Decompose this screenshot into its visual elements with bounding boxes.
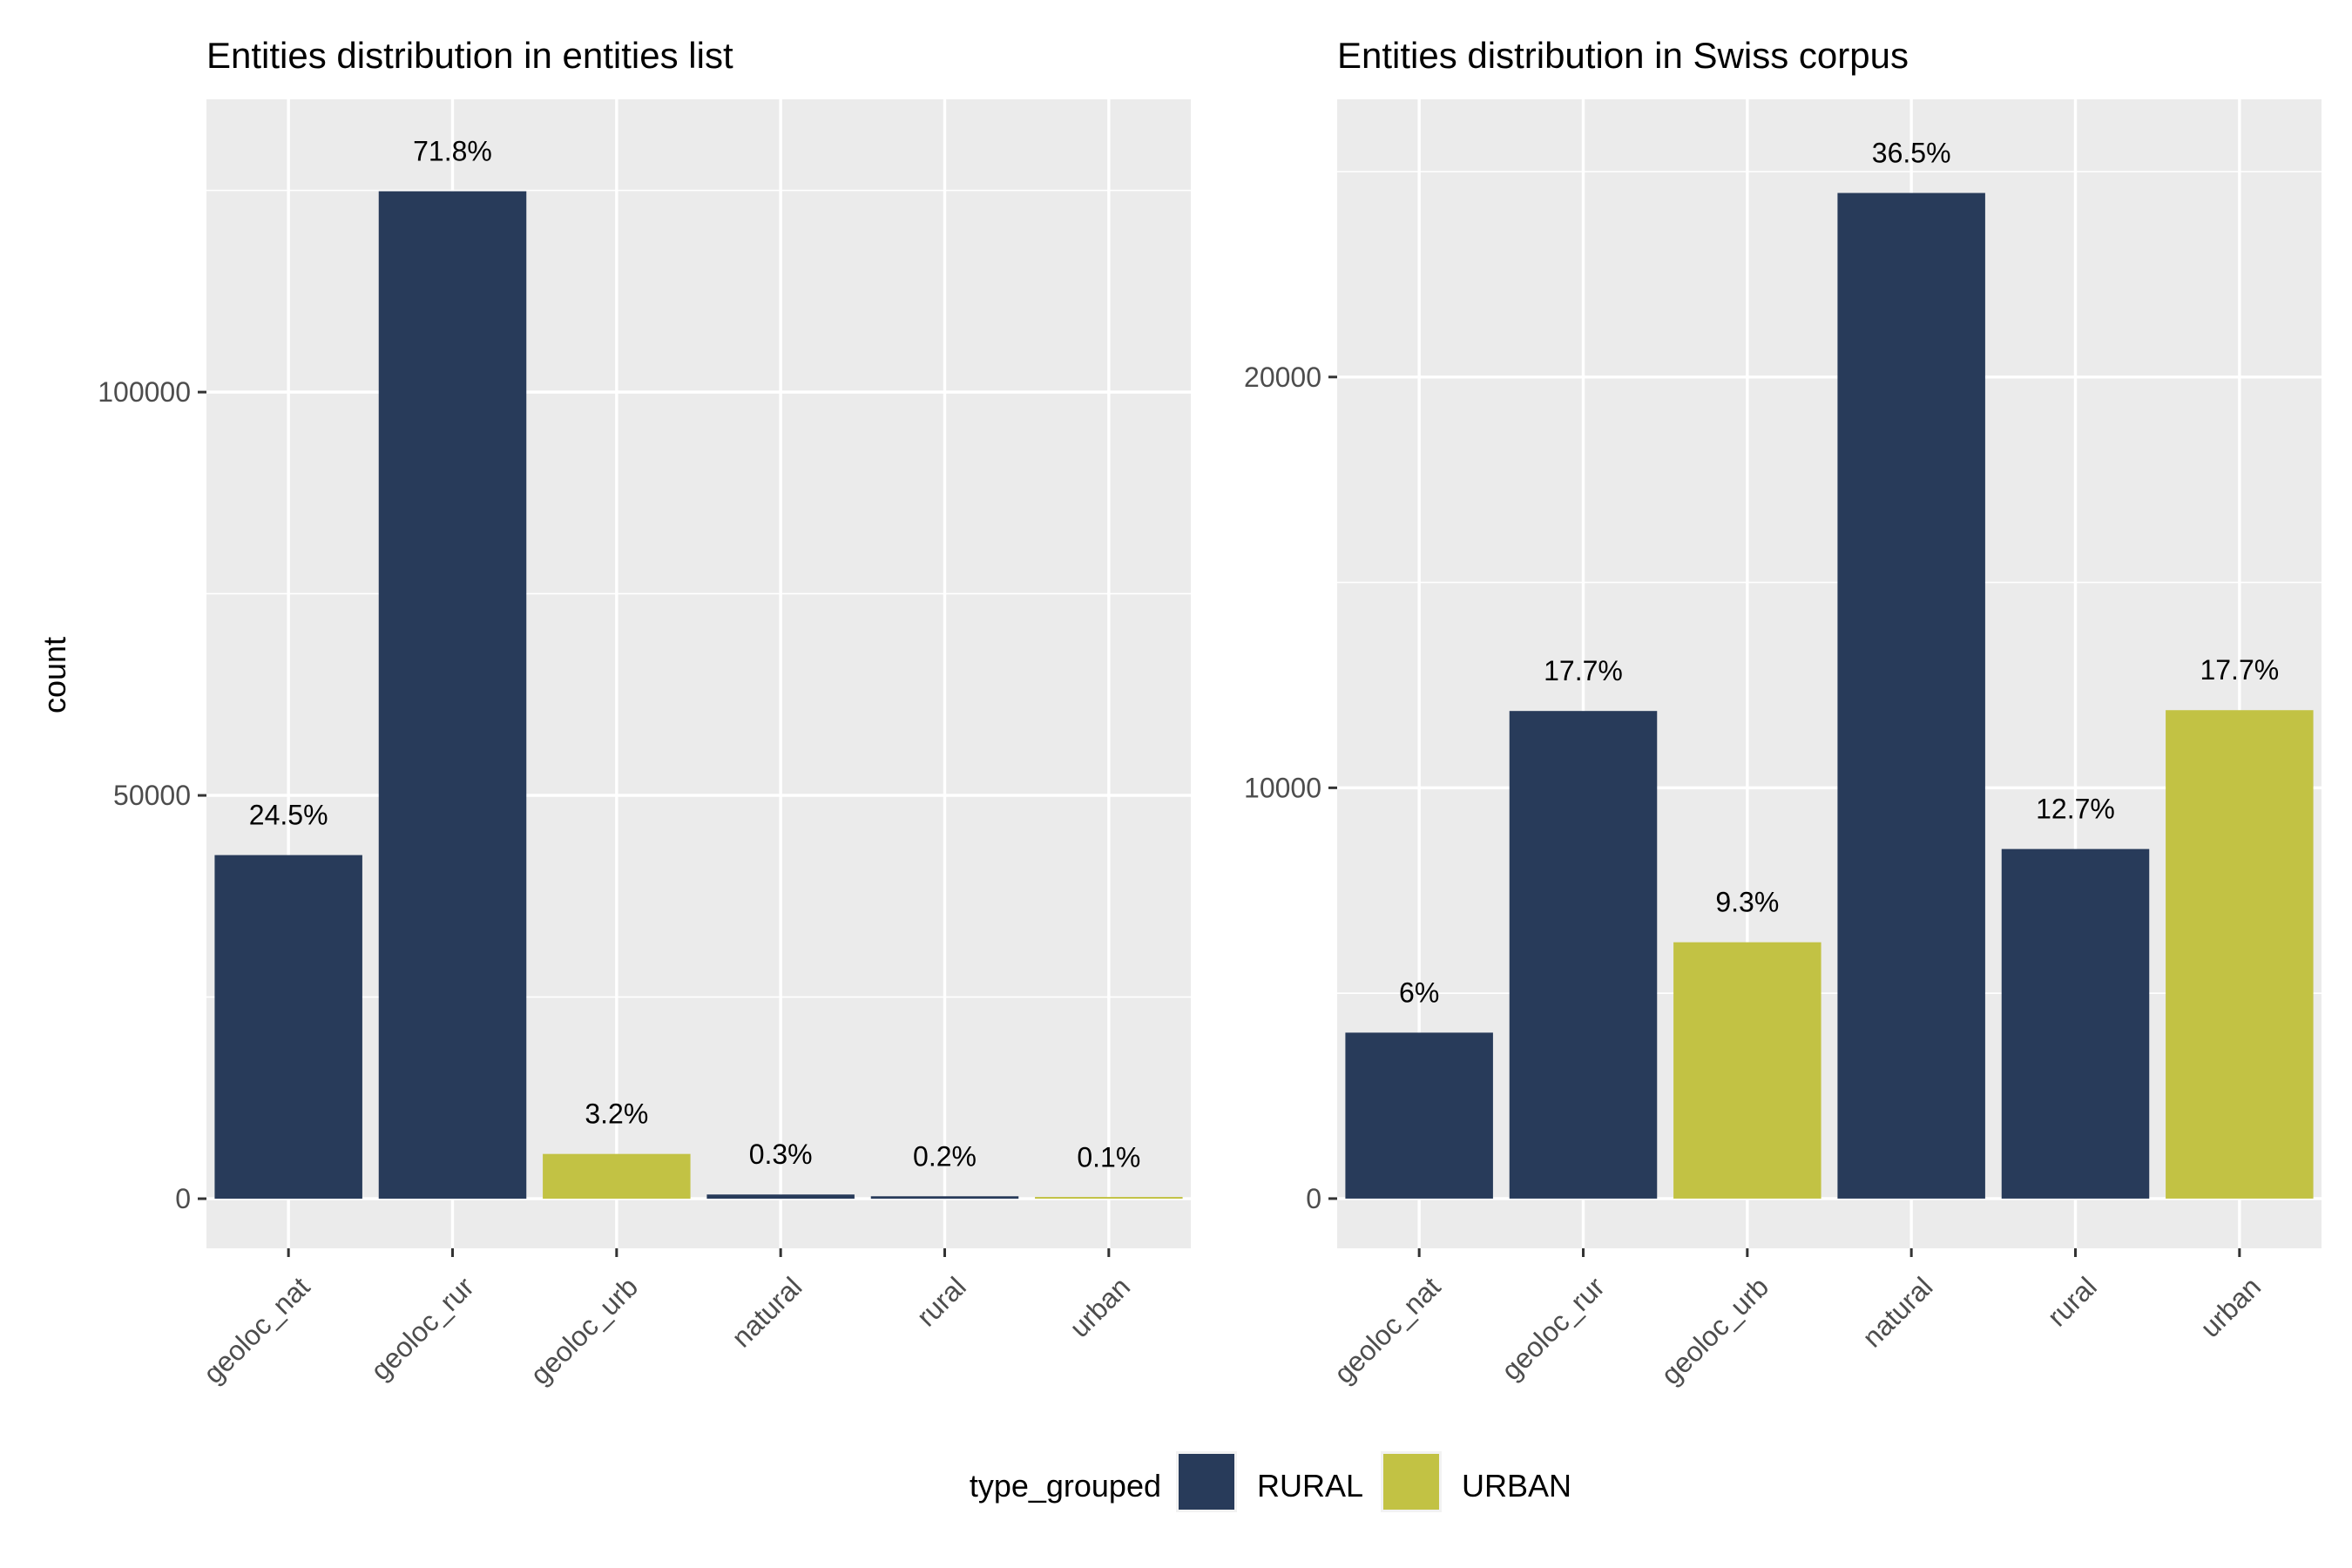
- x-tick-label: geoloc_rur: [364, 1271, 480, 1387]
- plot-background: [1337, 99, 2322, 1248]
- y-tick-label: 100000: [98, 376, 191, 408]
- x-tick-label: geoloc_urb: [1655, 1271, 1774, 1390]
- legend: type_grouped RURAL URBAN: [970, 1451, 1571, 1512]
- data-label: 0.1%: [1077, 1142, 1140, 1173]
- x-tick-label: urban: [1064, 1271, 1136, 1343]
- x-tick-label: natural: [726, 1271, 808, 1354]
- y-tick-label: 10000: [1244, 772, 1321, 803]
- bar-geoloc_rur: [378, 191, 527, 1200]
- bar-geoloc_urb: [1673, 942, 1821, 1199]
- legend-title: type_grouped: [970, 1468, 1161, 1504]
- x-tick-label: geoloc_urb: [524, 1271, 644, 1390]
- panel-entities-list: Entities distribution in entities list c…: [37, 35, 1191, 1390]
- bar-geoloc_nat: [214, 855, 362, 1200]
- bar-urban: [1035, 1197, 1183, 1200]
- data-label: 0.2%: [913, 1140, 977, 1172]
- chart-title: Entities distribution in Swiss corpus: [1337, 35, 1909, 76]
- x-tick-label: rural: [910, 1271, 972, 1333]
- data-label: 0.3%: [749, 1139, 813, 1170]
- y-tick-label: 0: [175, 1183, 191, 1214]
- bar-urban: [2166, 710, 2314, 1199]
- y-axis-title: count: [37, 637, 72, 713]
- y-tick-label: 50000: [113, 780, 191, 811]
- x-tick-label: geoloc_nat: [197, 1271, 315, 1389]
- legend-label-urban: URBAN: [1462, 1468, 1571, 1504]
- bar-natural: [1837, 193, 1985, 1199]
- data-label: 71.8%: [413, 136, 492, 167]
- plot-background: [206, 99, 1191, 1248]
- x-tick-label: geoloc_nat: [1328, 1271, 1446, 1389]
- x-tick-label: natural: [1856, 1271, 1939, 1354]
- legend-key-urban: [1383, 1454, 1439, 1510]
- chart-title: Entities distribution in entities list: [206, 35, 733, 76]
- panel-swiss-corpus: Entities distribution in Swiss corpus 6%…: [1244, 35, 2322, 1390]
- y-tick-label: 0: [1306, 1183, 1321, 1214]
- legend-label-rural: RURAL: [1257, 1468, 1363, 1504]
- x-tick-label: geoloc_rur: [1495, 1271, 1611, 1387]
- data-label: 6%: [1399, 977, 1439, 1008]
- bar-geoloc_rur: [1509, 711, 1658, 1199]
- bar-natural: [706, 1194, 855, 1200]
- bar-rural: [870, 1196, 1019, 1200]
- data-label: 17.7%: [2200, 654, 2279, 686]
- bar-rural: [2001, 848, 2150, 1199]
- data-label: 24.5%: [249, 800, 328, 831]
- data-label: 36.5%: [1872, 138, 1951, 169]
- data-label: 3.2%: [585, 1098, 648, 1130]
- x-tick-label: rural: [2041, 1271, 2103, 1333]
- legend-key-rural: [1179, 1454, 1234, 1510]
- bar-geoloc_urb: [543, 1153, 691, 1200]
- data-label: 12.7%: [2036, 794, 2115, 825]
- data-label: 9.3%: [1715, 887, 1779, 918]
- x-tick-label: urban: [2194, 1271, 2267, 1343]
- y-tick-label: 20000: [1244, 362, 1321, 393]
- data-label: 17.7%: [1544, 655, 1623, 686]
- bar-geoloc_nat: [1345, 1032, 1493, 1199]
